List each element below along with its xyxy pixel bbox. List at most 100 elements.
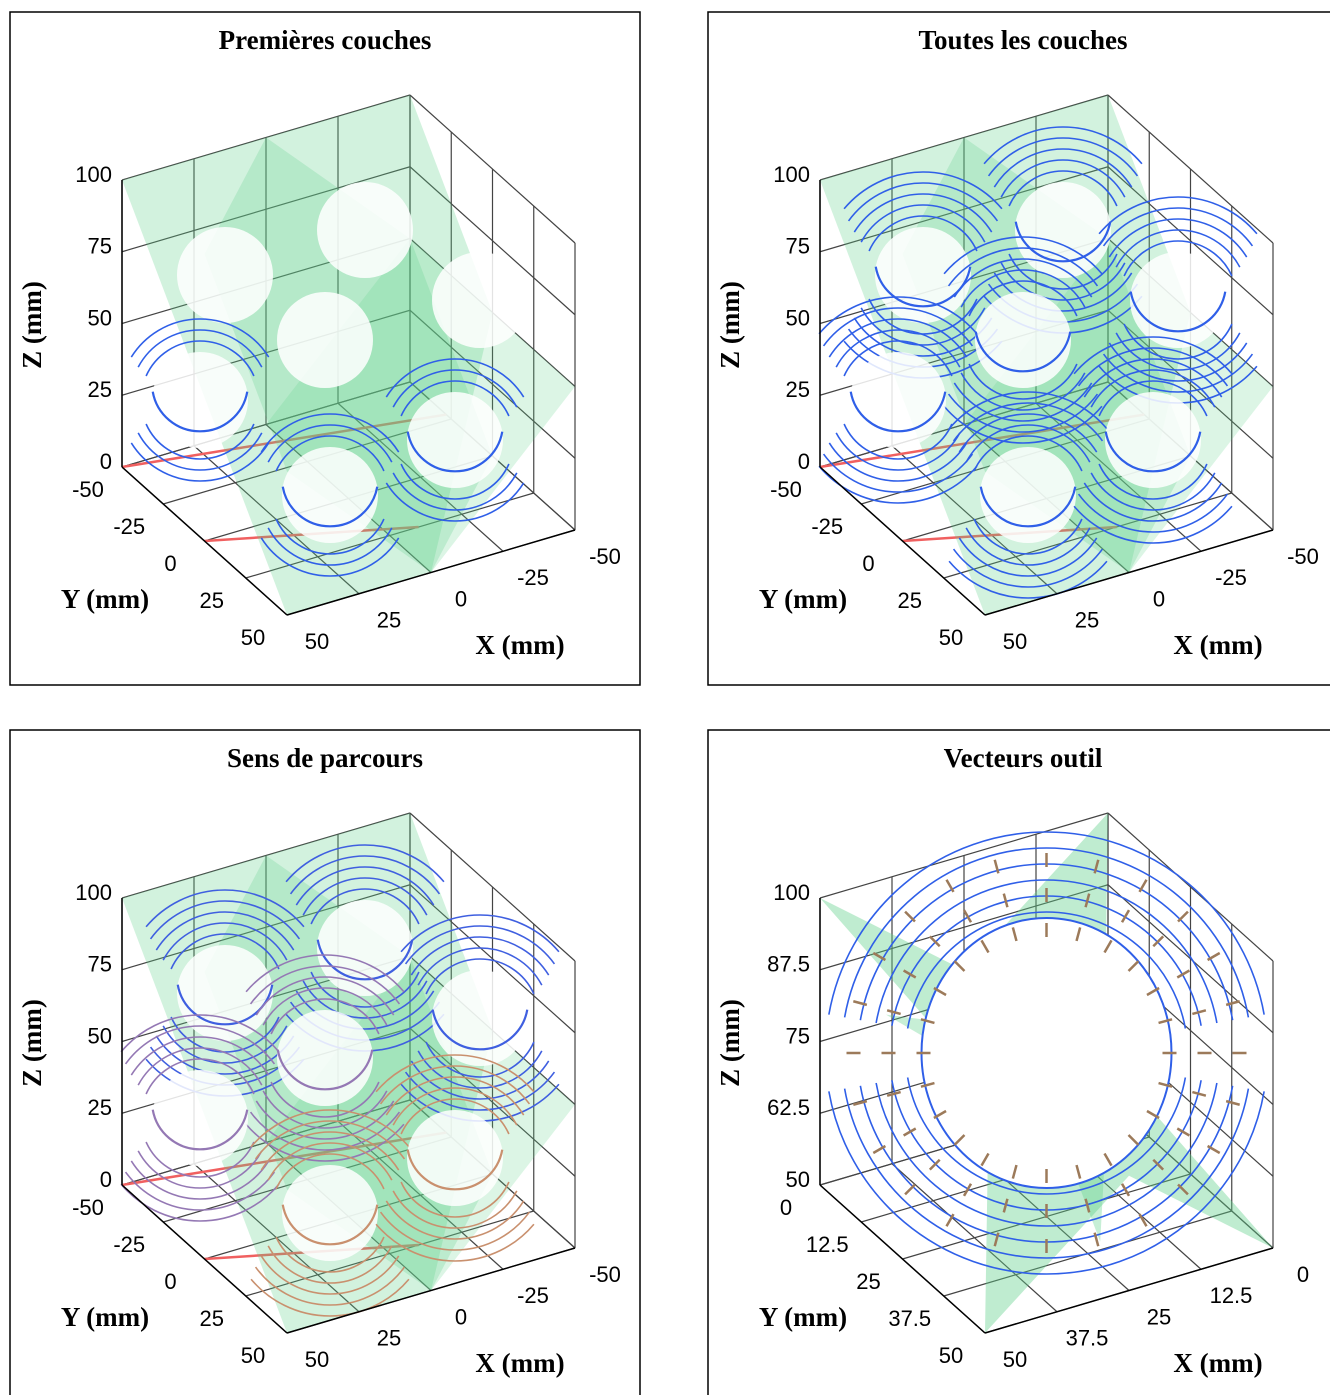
- x-tick-label: 50: [305, 629, 329, 654]
- hole: [1105, 392, 1201, 488]
- y-tick-label: 50: [939, 1343, 963, 1368]
- tool-path: [979, 486, 1077, 528]
- y-tick-label: 50: [241, 1343, 265, 1368]
- tool-path: [1083, 482, 1223, 522]
- tool-vector: [1120, 909, 1131, 923]
- tool-path: [1108, 342, 1248, 382]
- tool-path: [828, 442, 968, 482]
- tool-vector: [1075, 1164, 1082, 1179]
- tool-vector: [962, 1183, 973, 1197]
- tool-path: [275, 435, 385, 472]
- tool-path: [431, 1009, 529, 1051]
- hole: [1130, 252, 1226, 348]
- tool-path: [145, 340, 255, 377]
- tool-path: [843, 171, 1003, 210]
- tool-path: [289, 855, 441, 895]
- tool-vector: [902, 969, 917, 979]
- tool-vector: [1127, 960, 1140, 972]
- panel: 0 25 50 75 100 -50 -25 0 25 50 -50 -25 0 25 50 Sens de …: [9, 729, 641, 1395]
- tool-path: [281, 1204, 379, 1246]
- grid-line: [121, 381, 411, 468]
- axis-line: [286, 1247, 576, 1334]
- x-tick-label: -50: [589, 544, 621, 569]
- x-tick-label: 0: [1297, 1262, 1309, 1287]
- panel-title: Sens de parcours: [227, 743, 423, 773]
- tool-vector: [945, 1213, 955, 1227]
- x-axis-label: X (mm): [475, 630, 564, 660]
- hole: [407, 1110, 503, 1206]
- x-tick-label: -25: [517, 565, 549, 590]
- tool-path: [828, 1091, 1265, 1275]
- tool-path: [270, 998, 380, 1035]
- tool-path: [835, 329, 961, 368]
- y-tick-label: 25: [898, 588, 922, 613]
- z-tick-label: 50: [786, 1167, 810, 1192]
- tool-path: [267, 1142, 393, 1181]
- hole: [282, 1165, 378, 1261]
- tool-vector: [1158, 1018, 1173, 1025]
- tool-path: [151, 391, 249, 433]
- tool-path: [1014, 221, 1112, 263]
- panel-title: Toutes les couches: [918, 25, 1127, 55]
- tool-path: [392, 1190, 518, 1229]
- tool-path: [302, 980, 428, 1019]
- tool-path: [275, 1236, 385, 1273]
- tool-vector: [928, 935, 941, 948]
- y-tick-label: 0: [164, 1269, 176, 1294]
- z-axis-label: Z (mm): [715, 999, 745, 1087]
- z-tick-label: 0: [100, 449, 112, 474]
- y-axis-label: Y (mm): [759, 584, 847, 614]
- tool-path: [285, 844, 445, 883]
- tool-vector: [1225, 1099, 1241, 1106]
- x-tick-label: -50: [1287, 544, 1319, 569]
- tool-path: [987, 137, 1139, 177]
- panel-title: Vecteurs outil: [944, 743, 1103, 773]
- tool-path: [302, 877, 428, 916]
- y-tick-label: -25: [113, 514, 145, 539]
- tool-vector: [1152, 1158, 1165, 1171]
- tool-path: [868, 215, 978, 252]
- x-tick-label: -25: [1215, 565, 1247, 590]
- y-tick-label: 25: [856, 1269, 880, 1294]
- tool-path: [260, 1131, 400, 1171]
- tool-vector: [1138, 1213, 1148, 1227]
- y-axis-label: Y (mm): [759, 1302, 847, 1332]
- tool-vector: [1138, 879, 1148, 893]
- tool-path: [245, 954, 405, 993]
- tool-path: [1115, 229, 1241, 268]
- tool-path: [254, 1120, 406, 1160]
- axis-line: [819, 466, 986, 616]
- tool-path: [1123, 240, 1233, 277]
- tool-path: [983, 126, 1143, 165]
- z-tick-label: 25: [786, 377, 810, 402]
- hole: [317, 182, 413, 278]
- x-tick-label: 50: [305, 1347, 329, 1372]
- tool-path: [130, 1160, 270, 1200]
- z-tick-label: 50: [88, 1023, 112, 1048]
- x-tick-label: 25: [1075, 608, 1099, 633]
- x-tick-label: 50: [1003, 629, 1027, 654]
- tool-path: [958, 413, 1098, 453]
- panel: 50 62.5 75 87.5 100 0 12.5 25 37.5 50 0 12.5 25 37.5 5…: [707, 729, 1330, 1395]
- tool-path: [952, 548, 1104, 588]
- tool-path: [1098, 463, 1208, 500]
- tool-path: [310, 888, 420, 925]
- tool-path: [906, 911, 1187, 1029]
- tool-path: [818, 296, 978, 335]
- tool-path: [392, 1087, 518, 1126]
- tool-vector: [1011, 927, 1018, 942]
- y-tick-label: -25: [811, 514, 843, 539]
- z-tick-label: 0: [100, 1167, 112, 1192]
- tool-vector: [1177, 910, 1189, 923]
- axis-line: [121, 1184, 288, 1334]
- tool-path: [1115, 332, 1241, 371]
- tool-vector: [1103, 939, 1113, 954]
- tool-path: [828, 831, 1265, 1015]
- z-tick-label: 50: [786, 305, 810, 330]
- tool-path: [822, 453, 974, 493]
- tool-path: [425, 958, 535, 995]
- y-tick-label: 0: [780, 1195, 792, 1220]
- tool-path: [847, 182, 999, 222]
- z-tick-label: 100: [75, 162, 112, 187]
